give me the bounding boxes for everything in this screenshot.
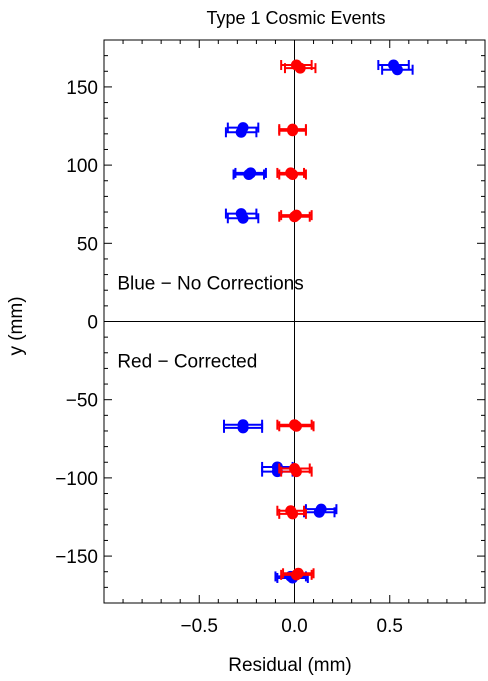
data-point <box>290 420 302 432</box>
chart-title: Type 1 Cosmic Events <box>206 8 385 28</box>
data-marks <box>223 59 414 584</box>
data-point <box>313 506 325 518</box>
data-point <box>287 125 299 137</box>
x-tick-label: 0.5 <box>377 616 403 637</box>
x-tick-label: 0.0 <box>281 616 307 637</box>
data-point <box>290 466 302 478</box>
data-point <box>287 168 299 180</box>
y-tick-label: 50 <box>77 234 98 255</box>
data-point <box>289 211 300 223</box>
data-point <box>292 567 304 579</box>
y-axis-label: y (mm) <box>6 296 27 355</box>
data-point <box>391 64 403 76</box>
y-tick-label: 150 <box>66 78 98 99</box>
data-point <box>235 126 247 138</box>
data-point <box>237 422 249 434</box>
y-tick-label: −150 <box>55 547 98 568</box>
annotations-layer: Blue − No Corrections Red − Corrected <box>117 273 303 372</box>
y-tick-label: −50 <box>66 391 98 412</box>
x-tick-label: −0.5 <box>180 616 218 637</box>
annotation-label: Blue − No Corrections <box>117 273 303 294</box>
y-tick-label: −100 <box>55 469 98 490</box>
data-point <box>243 168 255 180</box>
x-axis-label: Residual (mm) <box>228 655 352 676</box>
ticks-layer: −0.5 0.0 0.5 −150 −100 −50 0 50 100 150 <box>55 40 485 637</box>
y-tick-label: 0 <box>87 313 98 334</box>
data-point <box>287 508 299 520</box>
data-point <box>237 212 249 224</box>
series-2 <box>276 59 317 581</box>
annotation-label: Red − Corrected <box>117 352 257 373</box>
y-tick-label: 100 <box>66 156 98 177</box>
data-point <box>294 62 306 74</box>
